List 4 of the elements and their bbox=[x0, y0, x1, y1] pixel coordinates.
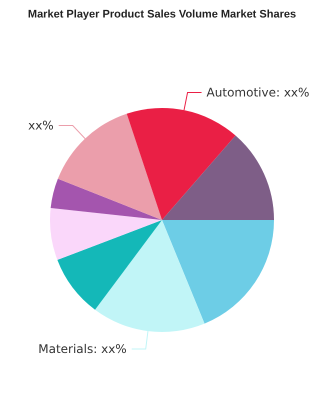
chart-title: Market Player Product Sales Volume Market Shares bbox=[28, 8, 296, 20]
slice-label: xx% bbox=[28, 118, 54, 133]
slice-label: Materials: xx% bbox=[38, 342, 127, 356]
slice-label: Automotive: xx% bbox=[206, 86, 310, 100]
